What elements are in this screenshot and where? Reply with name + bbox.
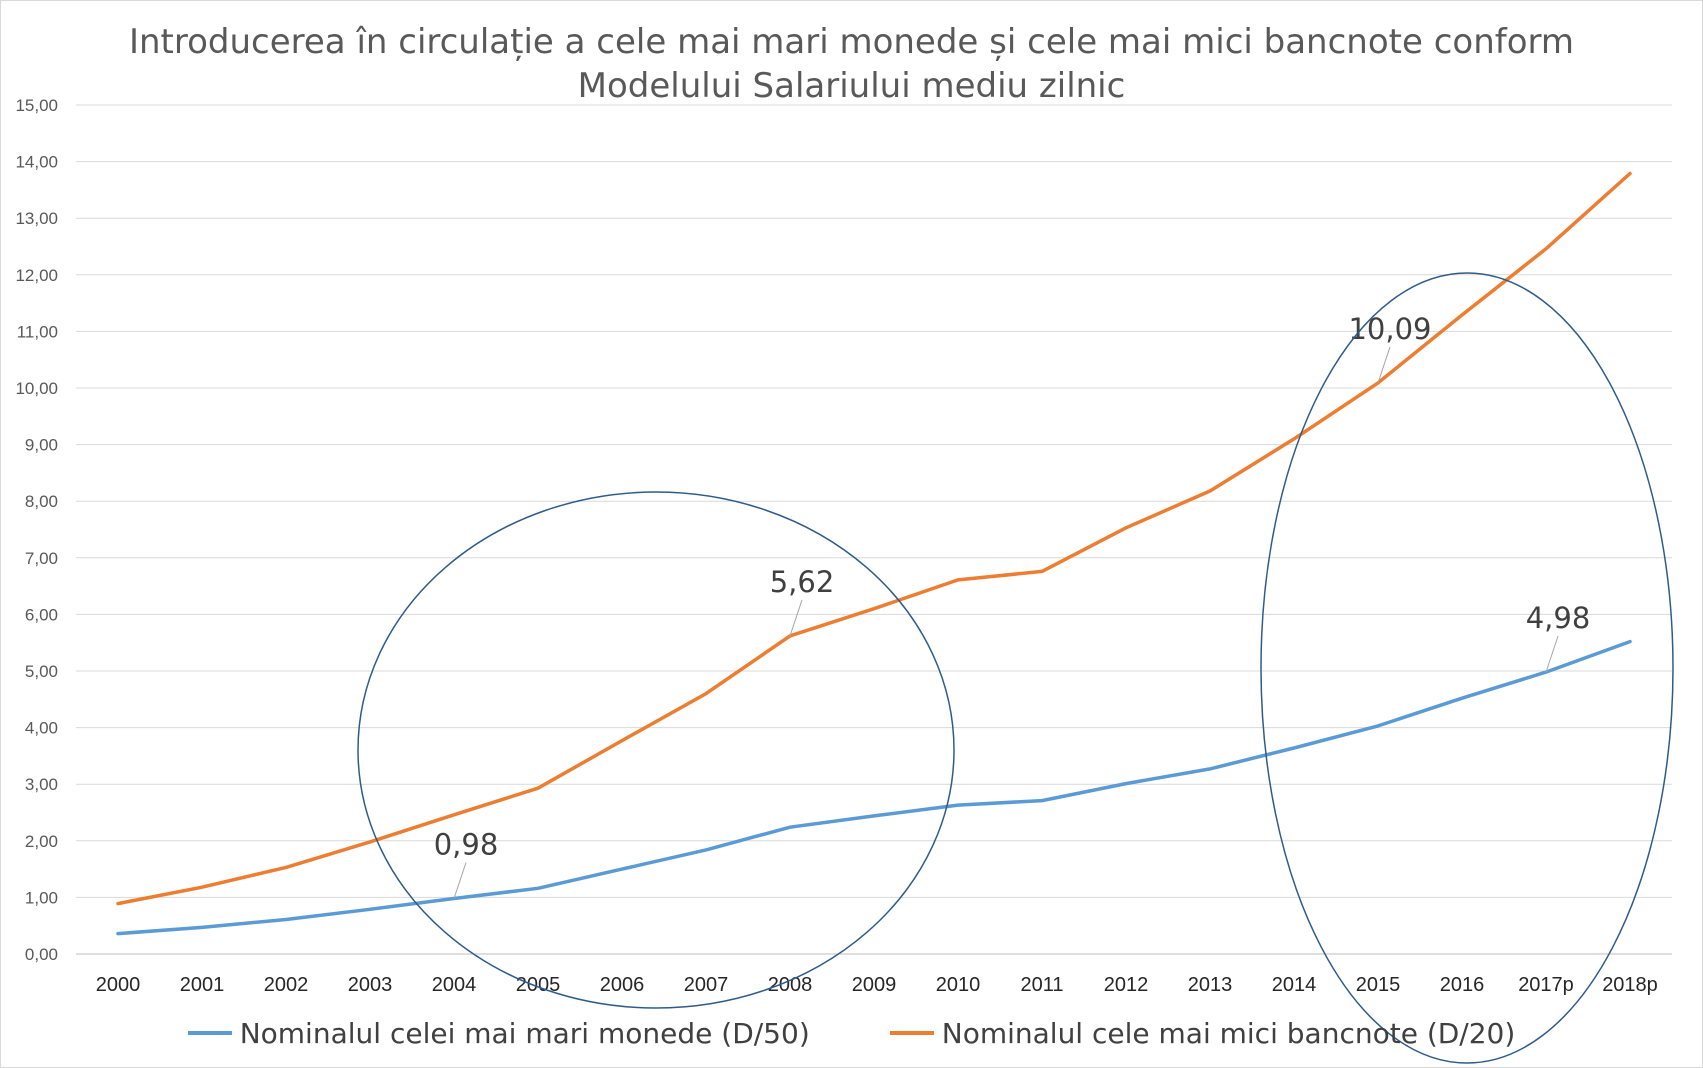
legend-item-banknote: Nominalul cele mai mici bancnote (D/20) xyxy=(889,1016,1516,1050)
data-label: 4,98 xyxy=(1526,601,1591,635)
x-tick-label: 2008 xyxy=(768,974,813,996)
chart-title: Introducerea în circulație a cele mai ma… xyxy=(0,20,1703,108)
y-tick-label: 8,00 xyxy=(25,492,58,511)
legend-label-banknote: Nominalul cele mai mici bancnote (D/20) xyxy=(941,1016,1516,1050)
x-tick-label: 2010 xyxy=(936,974,981,996)
data-label-leader xyxy=(789,599,803,637)
x-tick-label: 2006 xyxy=(600,974,645,996)
legend-label-coin: Nominalul celei mai mari monede (D/50) xyxy=(239,1016,810,1050)
y-tick-label: 9,00 xyxy=(25,436,58,455)
data-label-leader xyxy=(1377,346,1391,384)
data-labels: 0,98 5,62 10,09 4,98 xyxy=(434,312,1591,899)
x-tick-label: 2009 xyxy=(852,974,897,996)
data-label-leader xyxy=(453,862,467,899)
series-line-0 xyxy=(116,639,1632,936)
y-tick-label: 13,00 xyxy=(15,209,58,228)
annotation-ellipses xyxy=(357,272,1674,1064)
y-tick-label: 0,00 xyxy=(25,945,58,964)
x-tick-label: 2000 xyxy=(96,974,141,996)
annotation-ellipse xyxy=(357,491,955,1009)
x-tick-label: 2003 xyxy=(348,974,393,996)
y-tick-label: 5,00 xyxy=(25,662,58,681)
y-tick-label: 7,00 xyxy=(25,549,58,568)
gridlines xyxy=(76,104,1672,955)
series-line-1 xyxy=(116,171,1632,906)
data-label-leader xyxy=(1545,635,1559,673)
chart-title-line-2: Modelului Salariului mediu zilnic xyxy=(577,66,1126,106)
x-tick-label: 2016 xyxy=(1440,974,1485,996)
annotation-ellipse xyxy=(1260,272,1674,1064)
chart-title-line-1: Introducerea în circulație a cele mai ma… xyxy=(128,22,1575,62)
data-label: 0,98 xyxy=(434,828,499,862)
legend: Nominalul celei mai mari monede (D/50) N… xyxy=(0,1010,1703,1056)
y-tick-label: 12,00 xyxy=(15,266,58,285)
x-tick-label: 2012 xyxy=(1104,974,1149,996)
x-tick-label: 2007 xyxy=(684,974,729,996)
y-tick-label: 1,00 xyxy=(25,888,58,907)
y-tick-label: 15,00 xyxy=(15,96,58,115)
y-tick-label: 3,00 xyxy=(25,775,58,794)
data-label: 10,09 xyxy=(1348,312,1431,346)
x-tick-label: 2015 xyxy=(1356,974,1401,996)
x-tick-label: 2011 xyxy=(1020,974,1063,996)
y-tick-label: 6,00 xyxy=(25,605,58,624)
x-tick-label: 2004 xyxy=(432,974,477,996)
x-tick-label: 2017p xyxy=(1518,974,1574,996)
legend-swatch-banknote xyxy=(889,1031,934,1035)
series-lines xyxy=(116,171,1632,936)
x-tick-label: 2001 xyxy=(180,974,225,996)
y-tick-label: 4,00 xyxy=(25,719,58,738)
legend-item-coin: Nominalul celei mai mari monede (D/50) xyxy=(187,1016,810,1050)
x-axis-ticks: 2000 2001 2002 2003 2004 2005 2006 2007 2008 2009… xyxy=(96,974,1658,996)
data-label: 5,62 xyxy=(770,565,835,599)
x-tick-label: 2018p xyxy=(1602,974,1658,996)
y-axis-ticks: 0,00 1,00 2,00 3,00 4,00 5,00 6,00 7,00 8,00 9,00… xyxy=(15,96,58,964)
legend-swatch-coin xyxy=(187,1031,232,1035)
y-tick-label: 11,00 xyxy=(17,322,58,341)
x-tick-label: 2014 xyxy=(1272,974,1317,996)
y-tick-label: 14,00 xyxy=(15,153,58,172)
x-tick-label: 2002 xyxy=(264,974,309,996)
y-tick-label: 10,00 xyxy=(15,379,58,398)
x-tick-label: 2013 xyxy=(1188,974,1233,996)
y-tick-label: 2,00 xyxy=(25,832,58,851)
